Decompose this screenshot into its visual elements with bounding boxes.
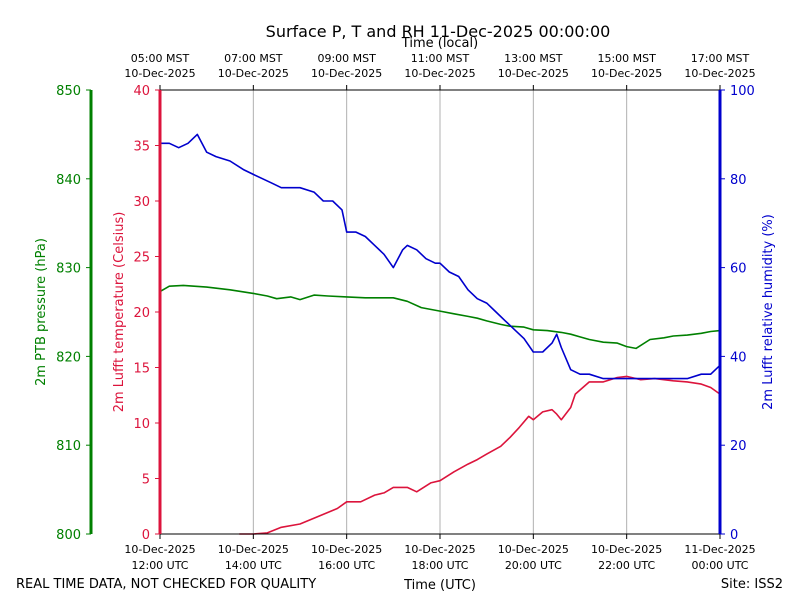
humidity-tick-label: 60 [730, 262, 747, 277]
pressure-tick-label: 850 [56, 84, 81, 99]
pressure-tick-label: 810 [56, 439, 81, 454]
axis-ticks: 10-Dec-2025 12:00 UTC 10-Dec-2025 14:00 UTC… [56, 52, 755, 572]
humidity-series-line [160, 133, 721, 380]
temperature-tick-label: 10 [133, 417, 150, 432]
temperature-tick-label: 20 [133, 306, 150, 321]
x-tick-label-bottom-time: 20:00 UTC [505, 559, 562, 572]
pressure-tick-label: 820 [56, 350, 81, 365]
temperature-tick-label: 0 [142, 528, 150, 543]
pressure-axis-label: 2m PTB pressure (hPa) [34, 238, 49, 386]
x-tick-label-bottom-time: 14:00 UTC [225, 559, 282, 572]
humidity-tick-label: 100 [730, 84, 755, 99]
temperature-tick-label: 15 [133, 362, 150, 377]
temperature-series-line [239, 375, 721, 535]
x-tick-label-top-date: 10-Dec-2025 [498, 67, 569, 80]
x-tick-label-top-date: 10-Dec-2025 [218, 67, 289, 80]
x-tick-label-bottom-time: 16:00 UTC [318, 559, 375, 572]
temperature-tick-label: 40 [133, 84, 150, 99]
humidity-tick-label: 0 [730, 528, 738, 543]
x-tick-label-bottom-date: 10-Dec-2025 [311, 543, 382, 556]
pressure-series-line [159, 284, 721, 350]
series-lines [159, 133, 721, 535]
site-label: Site: ISS2 [721, 577, 783, 592]
chart-title: Surface P, T and RH 11-Dec-2025 00:00:00 [266, 22, 611, 41]
x-tick-label-top-time: 07:00 MST [224, 52, 283, 65]
x-tick-label-bottom-date: 10-Dec-2025 [124, 543, 195, 556]
x-tick-label-bottom-date: 10-Dec-2025 [591, 543, 662, 556]
pressure-tick-label: 830 [56, 262, 81, 277]
x-tick-label-bottom-time: 00:00 UTC [691, 559, 748, 572]
x-tick-label-bottom-time: 18:00 UTC [411, 559, 468, 572]
x-tick-label-top-date: 10-Dec-2025 [124, 67, 195, 80]
x-tick-label-top-date: 10-Dec-2025 [591, 67, 662, 80]
x-tick-label-top-time: 15:00 MST [597, 52, 656, 65]
x-tick-label-top-date: 10-Dec-2025 [684, 67, 755, 80]
pressure-tick-label: 840 [56, 173, 81, 188]
temperature-axis-label: 2m Lufft temperature (Celsius) [112, 212, 127, 413]
x-tick-label-top-time: 05:00 MST [131, 52, 190, 65]
x-tick-label-top-date: 10-Dec-2025 [311, 67, 382, 80]
temperature-tick-label: 30 [133, 195, 150, 210]
x-tick-label-bottom-date: 10-Dec-2025 [404, 543, 475, 556]
x-tick-label-top-time: 09:00 MST [317, 52, 376, 65]
x-tick-label-top-date: 10-Dec-2025 [404, 67, 475, 80]
x-tick-label-bottom-date: 10-Dec-2025 [498, 543, 569, 556]
x-tick-label-bottom-time: 22:00 UTC [598, 559, 655, 572]
quality-disclaimer: REAL TIME DATA, NOT CHECKED FOR QUALITY [16, 577, 316, 592]
temperature-tick-label: 5 [142, 473, 150, 488]
grid-lines [252, 90, 628, 534]
x-axis-label-top: Time (local) [401, 36, 478, 51]
temperature-tick-label: 35 [133, 140, 150, 155]
x-axis-label-bottom: Time (UTC) [403, 578, 476, 593]
humidity-tick-label: 20 [730, 439, 747, 454]
pressure-tick-label: 800 [56, 528, 81, 543]
x-tick-label-top-time: 13:00 MST [504, 52, 563, 65]
x-tick-label-top-time: 11:00 MST [411, 52, 470, 65]
humidity-axis-label: 2m Lufft relative humidity (%) [761, 214, 776, 410]
temperature-tick-label: 25 [133, 251, 150, 266]
x-tick-label-bottom-date: 10-Dec-2025 [218, 543, 289, 556]
humidity-tick-label: 80 [730, 173, 747, 188]
x-tick-label-bottom-time: 12:00 UTC [131, 559, 188, 572]
humidity-tick-label: 40 [730, 350, 747, 365]
x-tick-label-top-time: 17:00 MST [691, 52, 750, 65]
x-tick-label-bottom-date: 11-Dec-2025 [684, 543, 755, 556]
